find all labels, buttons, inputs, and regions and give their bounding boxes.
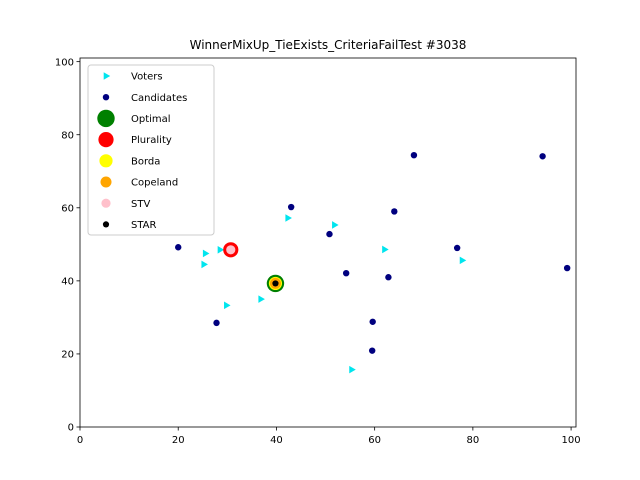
y-tick-label: 60 — [61, 203, 74, 214]
candidates-point — [391, 208, 398, 215]
legend-label-star: STAR — [131, 220, 157, 231]
legend-label-stv: STV — [131, 199, 150, 210]
voters-point — [217, 246, 225, 254]
legend-marker-voters — [103, 72, 111, 80]
voters-point — [202, 249, 210, 258]
legend-label-candidates: Candidates — [131, 93, 187, 104]
axes: 0 20 40 60 80 100 0 20 40 60 80 100 — [55, 57, 581, 446]
voters-point — [349, 365, 356, 374]
legend: Voters Candidates Optimal Plurality Borda Cop… — [87, 64, 215, 236]
axes-frame — [79, 57, 577, 428]
legend-box — [87, 64, 215, 236]
chart-title: WinnerMixUp_TieExists_CriteriaFailTest #… — [190, 38, 467, 52]
y-tick-label: 20 — [61, 350, 74, 361]
voters-point — [224, 301, 231, 310]
legend-marker-stv — [101, 198, 111, 208]
x-tick-label: 80 — [467, 435, 480, 446]
legend-marker-star — [102, 221, 110, 228]
voters-point — [332, 221, 339, 229]
candidates-point — [369, 318, 376, 325]
candidates-point — [213, 319, 220, 327]
candidates-point — [287, 203, 295, 211]
legend-label-plurality: Plurality — [131, 135, 172, 146]
voters-point — [382, 245, 389, 254]
candidates-point — [453, 244, 461, 252]
candidates-point — [368, 347, 376, 354]
candidates-point — [539, 153, 546, 160]
legend-label-optimal: Optimal — [131, 114, 171, 125]
y-tick-label: 40 — [61, 276, 74, 287]
x-tick-label: 40 — [270, 435, 283, 446]
candidates-point — [326, 230, 333, 238]
legend-label-borda: Borda — [131, 156, 160, 167]
legend-label-voters: Voters — [131, 72, 163, 83]
y-tick-label: 100 — [55, 57, 74, 68]
y-tick-label: 0 — [68, 423, 74, 434]
candidates-point — [342, 269, 350, 277]
voters-point — [258, 295, 265, 303]
legend-marker-plurality — [98, 132, 114, 148]
candidates-point — [563, 264, 571, 272]
legend-marker-borda — [99, 154, 113, 168]
legend-label-copeland: Copeland — [131, 178, 178, 189]
x-tick-label: 0 — [77, 435, 83, 446]
voters-point — [459, 256, 467, 265]
candidates-point — [175, 244, 182, 251]
x-tick-label: 60 — [368, 435, 381, 446]
voters-point — [201, 260, 208, 269]
x-tick-label: 20 — [172, 435, 185, 446]
candidates-point — [385, 274, 392, 281]
stv-point — [226, 245, 236, 255]
legend-marker-copeland — [100, 176, 112, 188]
candidates-point — [410, 151, 418, 159]
voters-point — [285, 214, 292, 222]
x-tick-label: 100 — [562, 435, 581, 446]
y-tick-label: 80 — [61, 130, 74, 141]
star-point — [272, 280, 279, 287]
plot-area — [175, 151, 571, 374]
legend-marker-candidates — [102, 94, 110, 101]
legend-marker-optimal — [97, 109, 115, 128]
